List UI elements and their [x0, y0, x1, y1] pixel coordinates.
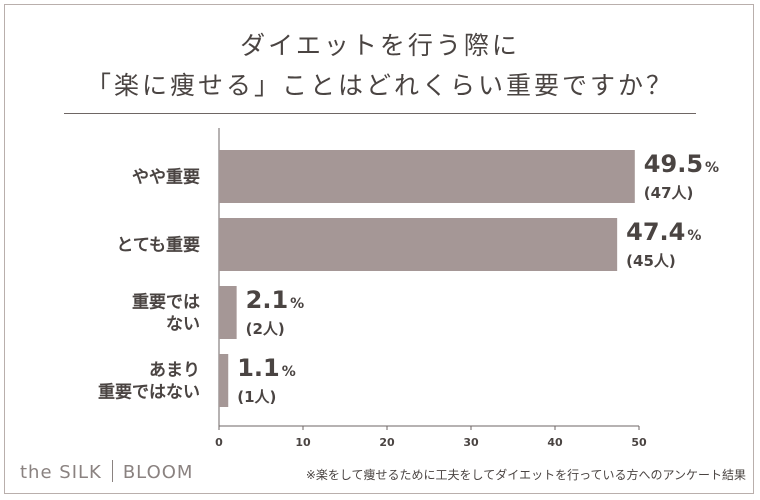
- category-label: やや重要: [132, 167, 200, 188]
- bar-count-label: (1人): [237, 388, 276, 406]
- brand-logo: the SILK BLOOM: [20, 460, 193, 483]
- bar-count-label: (47人): [644, 184, 694, 202]
- x-tick-label: 50: [631, 436, 647, 449]
- x-tick-label: 10: [295, 436, 311, 449]
- x-tick-label: 30: [463, 436, 479, 449]
- bar: [219, 218, 618, 271]
- category-label: 重要では: [132, 292, 200, 313]
- bar: [219, 354, 229, 407]
- brand-separator: [111, 460, 113, 482]
- title-line-2: 「楽に痩せる」ことはどれくらい重要ですか？: [85, 71, 674, 100]
- bar-value-label: 47.4: [626, 218, 685, 246]
- bar-count-label: (45人): [626, 252, 676, 270]
- x-tick-label: 40: [547, 436, 563, 449]
- x-tick-label: 20: [379, 436, 395, 449]
- chart-title: ダイエットを行う際に 「楽に痩せる」ことはどれくらい重要ですか？: [0, 26, 760, 106]
- bar-value-label: 1.1: [237, 354, 280, 382]
- bar-value-unit: %: [705, 160, 719, 176]
- brand-name-right: BLOOM: [122, 462, 194, 483]
- bar: [219, 286, 237, 339]
- survey-note: ※楽をして痩せるために工夫をしてダイエットを行っている方へのアンケート結果: [305, 468, 746, 482]
- category-label: ない: [166, 315, 200, 335]
- bar-value-unit: %: [290, 296, 304, 312]
- category-label: あまり: [149, 361, 200, 381]
- bar-value-label: 49.5: [644, 150, 703, 178]
- bar-value-label: 2.1: [246, 286, 289, 314]
- category-label: とても重要: [116, 235, 200, 256]
- category-label: 重要ではない: [98, 382, 200, 403]
- bar-count-label: (2人): [246, 320, 285, 338]
- bar: [219, 150, 635, 203]
- title-line-1: ダイエットを行う際に: [240, 31, 520, 60]
- x-tick-label: 0: [215, 436, 223, 449]
- bar-value-unit: %: [282, 364, 296, 380]
- bar-value-unit: %: [687, 228, 701, 244]
- brand-name-left: the SILK: [20, 462, 102, 483]
- chart-frame: [4, 4, 754, 494]
- title-divider: [64, 113, 696, 114]
